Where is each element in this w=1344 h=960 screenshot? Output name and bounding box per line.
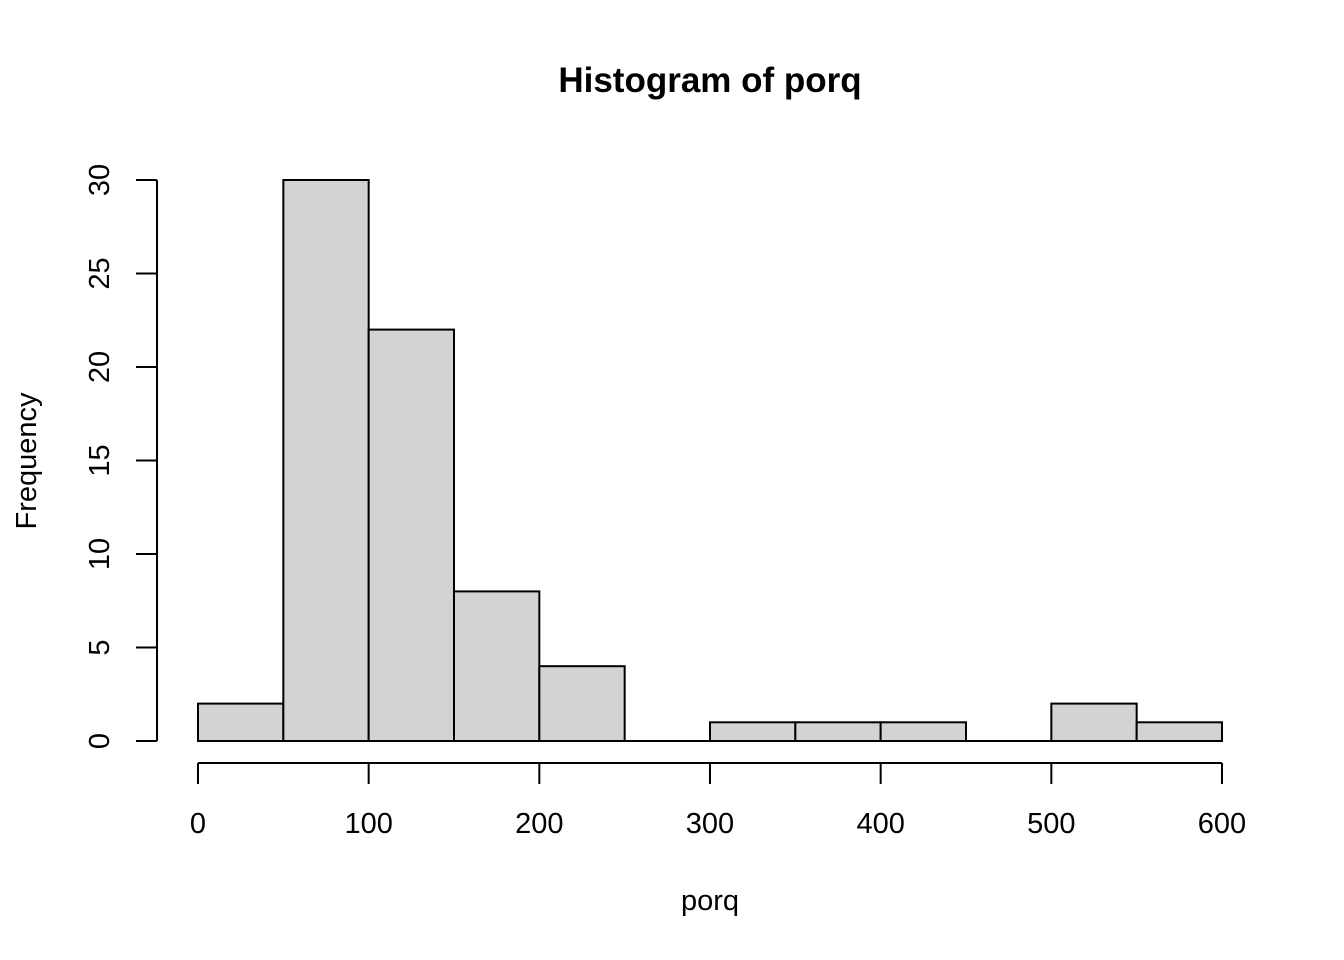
bars-group [197, 179, 1223, 743]
x-axis: 0 100 200 300 400 500 600 [190, 762, 1246, 840]
histogram-bar-0 [197, 702, 285, 742]
x-tick-label-4: 400 [856, 808, 904, 840]
y-tick-label-3: 15 [84, 444, 116, 476]
y-tick-label-2: 10 [84, 538, 116, 570]
x-tick-label-1: 100 [344, 808, 392, 840]
y-tick-label-1: 5 [84, 639, 116, 655]
x-tick-label-5: 500 [1027, 808, 1075, 840]
y-tick-label-5: 25 [84, 257, 116, 289]
histogram-bar-4 [538, 665, 626, 743]
y-tick-label-0: 0 [84, 733, 116, 749]
x-tick-label-3: 300 [686, 808, 734, 840]
histogram-bar-8 [879, 721, 968, 742]
y-axis-label: Frequency [11, 392, 43, 530]
y-axis: 0 5 10 15 20 25 30 [84, 164, 158, 749]
x-tick-label-0: 0 [190, 808, 206, 840]
histogram-bar-3 [453, 590, 541, 743]
histogram-bar-2 [367, 328, 455, 742]
histogram-bar-11 [1135, 721, 1223, 742]
y-tick-label-6: 30 [84, 164, 116, 196]
chart-title: Histogram of porq [558, 61, 861, 100]
x-tick-label-6: 600 [1198, 808, 1246, 840]
histogram-bar-10 [1050, 702, 1138, 742]
x-tick-label-2: 200 [515, 808, 563, 840]
histogram-bar-7 [794, 721, 882, 742]
histogram-bar-1 [282, 179, 370, 742]
y-tick-label-4: 20 [84, 351, 116, 383]
histogram-bar-6 [709, 721, 797, 742]
x-axis-label: porq [681, 885, 739, 917]
